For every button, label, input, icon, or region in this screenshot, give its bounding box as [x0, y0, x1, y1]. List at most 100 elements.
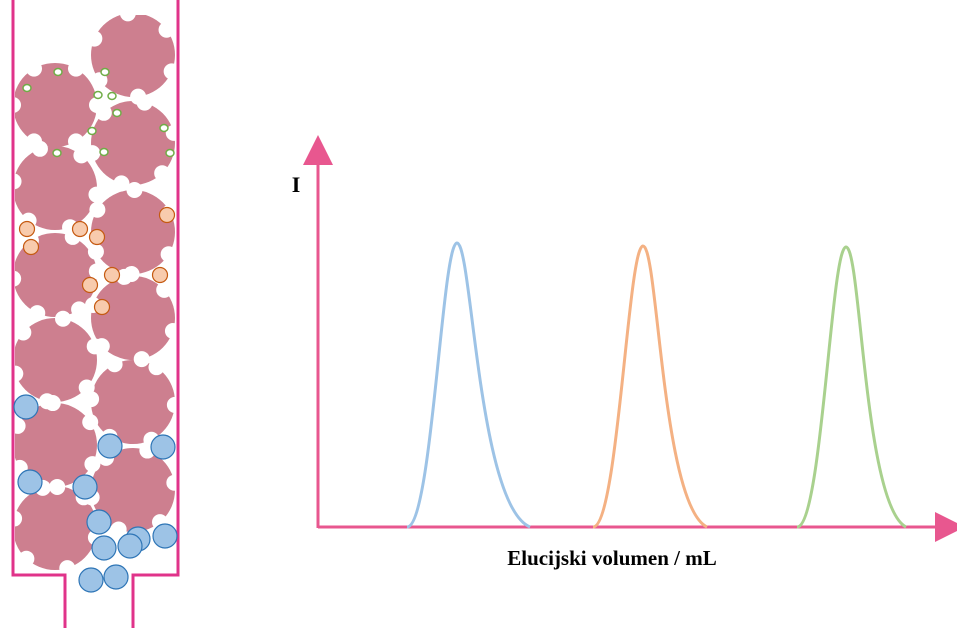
pore: [15, 97, 21, 113]
bead: [15, 403, 97, 487]
medium-particle: [18, 220, 36, 238]
large-particle: [150, 434, 176, 460]
large-particle: [72, 474, 98, 500]
pore: [116, 268, 133, 285]
pore: [59, 560, 76, 573]
large-particle: [13, 394, 39, 420]
bead: [15, 146, 97, 230]
small-particle: [165, 148, 175, 158]
medium-particle: [22, 238, 40, 256]
medium-particle: [158, 206, 176, 224]
bead: [15, 63, 97, 147]
pore: [26, 60, 42, 77]
pore: [83, 391, 100, 408]
small-particle: [87, 126, 97, 136]
particles: [13, 67, 178, 593]
small-particle: [100, 67, 110, 77]
medium-particle: [103, 266, 121, 284]
medium-particle: [88, 228, 106, 246]
pore: [106, 356, 123, 373]
pore: [166, 396, 175, 413]
large-particle: [152, 523, 178, 549]
pore: [15, 510, 23, 527]
pore: [88, 186, 105, 203]
pore: [166, 474, 175, 491]
pore: [158, 21, 175, 38]
column-wall: [11, 0, 180, 628]
pore: [88, 263, 105, 280]
pore: [113, 175, 130, 192]
pore: [91, 72, 108, 89]
large-particle: [86, 509, 112, 535]
bead: [15, 486, 97, 570]
bead: [91, 360, 175, 444]
peak-green: [796, 245, 907, 529]
small-particle: [53, 67, 63, 77]
bead: [15, 318, 97, 402]
small-particle: [22, 83, 32, 93]
pore: [133, 351, 150, 368]
small-particle: [93, 90, 103, 100]
large-particle: [117, 533, 143, 559]
pore: [136, 94, 153, 111]
pore: [15, 324, 32, 341]
pore: [126, 182, 143, 199]
bead: [91, 190, 175, 274]
pore: [163, 63, 175, 80]
pore: [156, 281, 173, 298]
small-particle: [107, 91, 117, 101]
x-axis-label: Elucijski volumen / mL: [507, 546, 716, 570]
large-particle: [103, 564, 129, 590]
pore: [55, 310, 72, 327]
pore: [18, 550, 35, 567]
pore: [160, 246, 175, 263]
pore: [44, 395, 61, 412]
pore: [82, 414, 99, 431]
pore: [84, 456, 101, 473]
pore: [86, 338, 103, 355]
large-particle: [97, 433, 123, 459]
bead: [15, 233, 97, 317]
bead: [91, 15, 175, 97]
pore: [73, 147, 90, 164]
pore: [95, 104, 112, 121]
pore: [87, 243, 104, 260]
medium-particle: [151, 266, 169, 284]
pore: [15, 270, 22, 287]
bead: [91, 448, 175, 532]
pore: [15, 365, 24, 382]
y-axis-label: I: [292, 172, 301, 197]
small-particle: [112, 108, 122, 118]
small-particle: [159, 123, 169, 133]
medium-particle: [71, 220, 89, 238]
medium-particle: [81, 276, 99, 294]
pore: [120, 15, 136, 22]
large-particle: [91, 535, 117, 561]
peak-blue: [406, 241, 531, 529]
pore: [148, 359, 165, 376]
beads: [15, 15, 175, 573]
pore: [154, 165, 171, 182]
pore: [29, 305, 46, 322]
pore: [49, 478, 66, 495]
pore: [15, 173, 22, 190]
large-particle: [17, 469, 43, 495]
pore: [71, 301, 88, 318]
column: [11, 0, 180, 628]
bead: [91, 101, 175, 185]
pore: [31, 140, 48, 157]
pore: [164, 322, 175, 339]
pore: [68, 60, 84, 77]
pore: [86, 30, 103, 47]
small-particle: [52, 148, 62, 158]
bead: [91, 276, 175, 360]
pore: [110, 521, 127, 538]
small-particle: [99, 147, 109, 157]
large-particle: [78, 567, 104, 593]
pore: [15, 417, 26, 434]
peak-orange: [592, 244, 708, 529]
pore: [89, 201, 106, 218]
medium-particle: [93, 298, 111, 316]
pore: [68, 133, 84, 150]
